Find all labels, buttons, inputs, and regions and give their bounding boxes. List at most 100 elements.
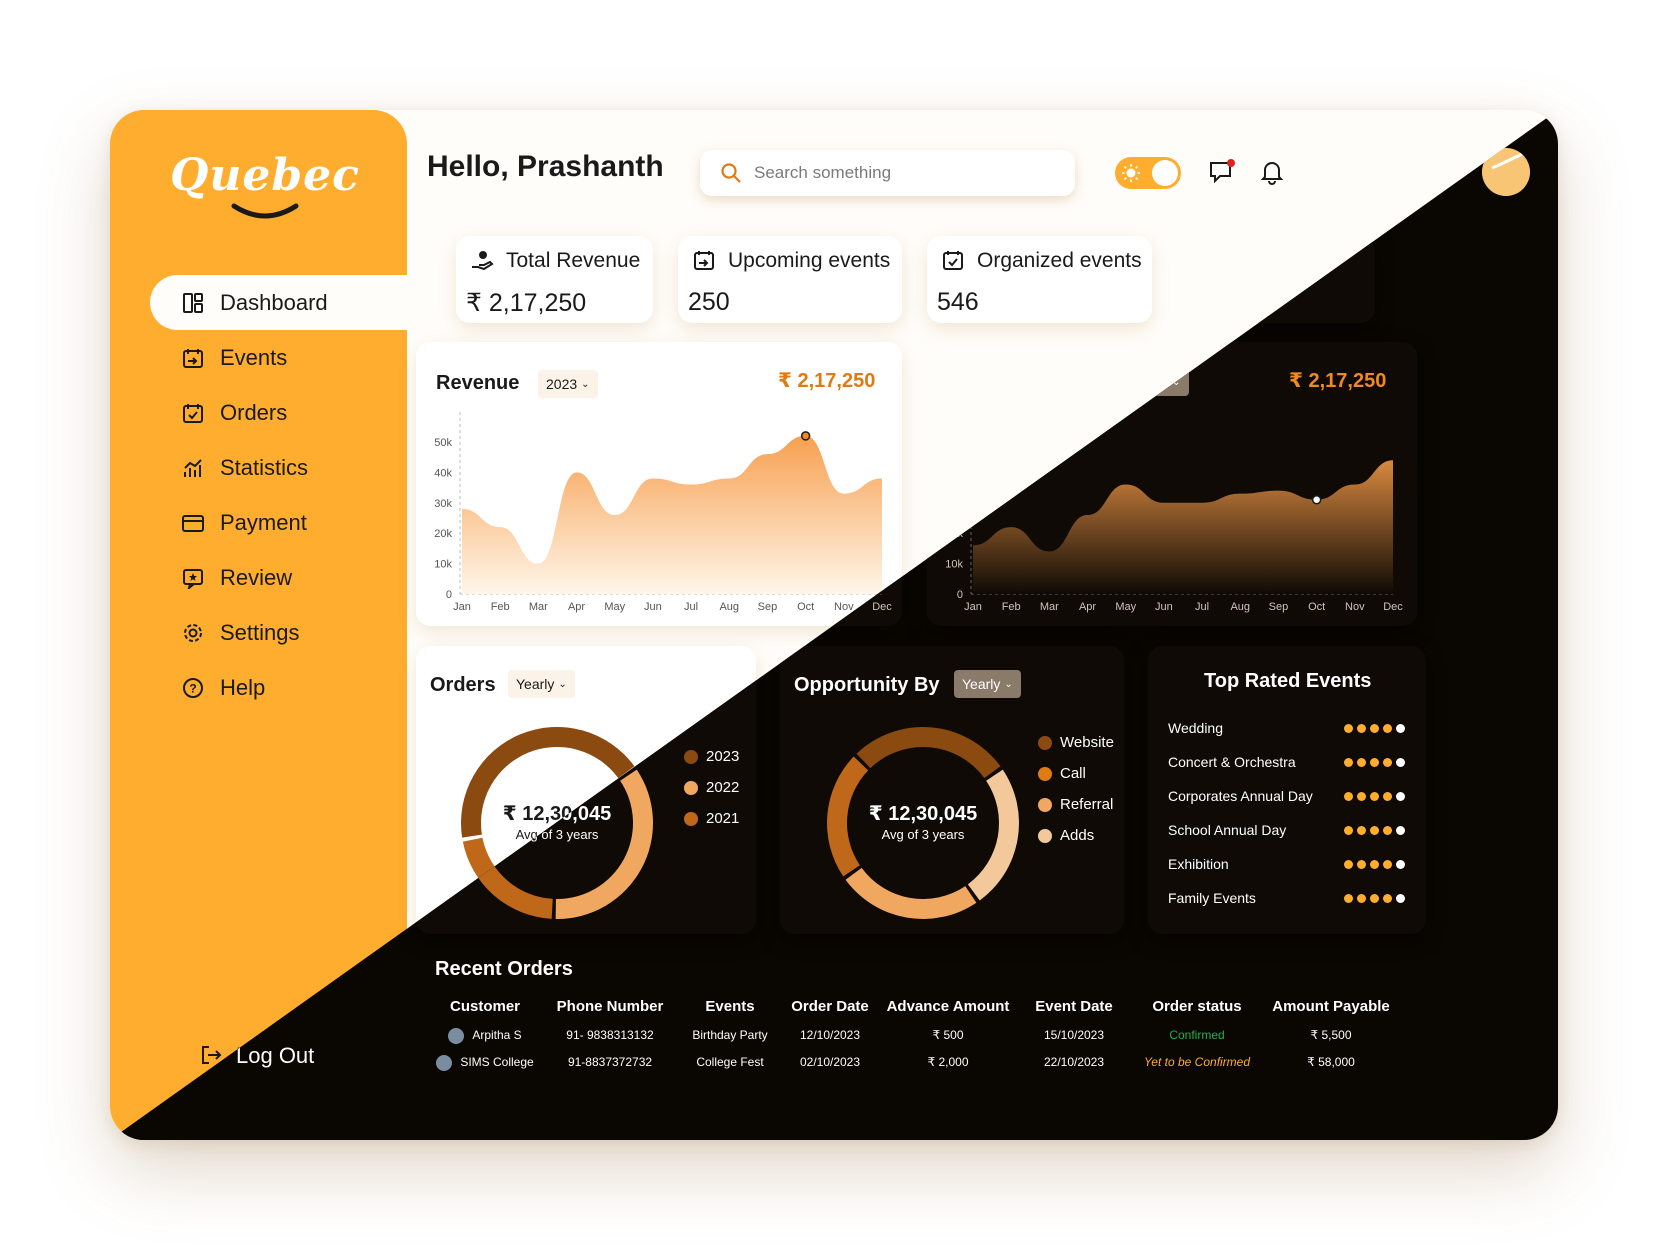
sidebar-item-label: Help: [220, 674, 266, 700]
sidebar-item-help[interactable]: ? Help: [150, 660, 407, 715]
opportunity-title: Opportunity By: [794, 674, 940, 696]
orders-period-dropdown[interactable]: Yearly ⌄: [508, 670, 575, 698]
opportunity-center-sub: Avg of 3 years: [881, 827, 965, 842]
rating-dot: [1370, 894, 1379, 903]
sidebar-item-review[interactable]: Review: [150, 550, 407, 605]
table-cell: 22/10/2023: [1043, 1055, 1105, 1069]
brand-logo[interactable]: Quebec: [170, 150, 360, 220]
sun-icon: [1122, 164, 1140, 182]
page-title: Hello, Prashanth: [427, 150, 664, 183]
stat-title: Upcoming events: [728, 249, 891, 272]
table-cell: 12/10/2023: [799, 1028, 861, 1042]
dashboard-icon: [180, 290, 206, 316]
x-tick-label: Dec: [872, 601, 892, 613]
stat-title: Organized events: [977, 249, 1142, 272]
donut-segment: [827, 756, 869, 877]
calendar-check-icon: [941, 248, 967, 274]
chevron-down-icon: ⌄: [581, 378, 590, 390]
events-total: ₹ 2,17,250: [1289, 370, 1387, 392]
x-tick-label: Sep: [1269, 601, 1289, 613]
x-tick-label: Apr: [1079, 601, 1096, 613]
legend-label: 2022: [706, 779, 740, 796]
column-header[interactable]: Phone Number: [556, 998, 664, 1015]
sidebar-item-statistics[interactable]: Statistics: [150, 440, 407, 495]
stat-card-organized-events[interactable]: Organized events 546: [927, 236, 1152, 323]
payment-icon: [180, 510, 206, 536]
legend-label: Adds: [1060, 827, 1095, 844]
calendar-arrow-icon: [692, 248, 718, 274]
sidebar-nav: Dashboard Events Orders Statistics Payme…: [150, 275, 407, 715]
table-cell: Confirmed: [1169, 1028, 1225, 1042]
theme-toggle[interactable]: [1115, 157, 1181, 189]
orders-icon: [180, 400, 206, 426]
sidebar-item-events[interactable]: Events: [150, 330, 407, 385]
column-header[interactable]: Order status: [1152, 998, 1242, 1015]
top-rated-title: Top Rated Events: [1204, 670, 1372, 692]
chevron-down-icon: ⌄: [1004, 678, 1013, 690]
table-cell: ₹ 58,000: [1307, 1055, 1355, 1069]
column-header[interactable]: Order Date: [791, 998, 869, 1015]
sidebar-item-label: Statistics: [220, 454, 309, 480]
sidebar-item-label: Review: [220, 564, 293, 590]
revenue-year-dropdown[interactable]: 2023 ⌄: [538, 370, 598, 398]
orders-title: Orders: [430, 674, 496, 696]
logout-icon: [200, 1044, 224, 1068]
dropdown-value: Yearly: [516, 676, 555, 692]
table-cell: ₹ 5,500: [1310, 1028, 1352, 1042]
column-header[interactable]: Event Date: [1035, 998, 1113, 1015]
x-tick-label: Feb: [491, 601, 510, 613]
events-icon: [180, 345, 206, 371]
logo-text: Quebec: [170, 150, 360, 201]
legend-dot: [684, 780, 698, 795]
stat-card-upcoming-events[interactable]: Upcoming events 250: [678, 236, 902, 323]
sidebar-item-payment[interactable]: Payment: [150, 495, 407, 550]
y-tick-label: 10k: [945, 559, 963, 571]
avatar[interactable]: [1482, 148, 1530, 196]
y-tick-label: 10k: [434, 559, 452, 571]
column-header[interactable]: Customer: [449, 998, 520, 1015]
stat-card-total-revenue[interactable]: Total Revenue ₹ 2,17,250: [456, 236, 653, 323]
donut-segment: [555, 769, 653, 919]
y-tick-label: 30k: [434, 498, 452, 510]
rating-dot: [1396, 724, 1405, 733]
highlight-point[interactable]: [1311, 495, 1322, 505]
top-rated-event-name: Concert & Orchestra: [1168, 754, 1296, 770]
logout-label: Log Out: [236, 1043, 315, 1068]
highlight-point[interactable]: [800, 431, 811, 441]
table-cell: Arpitha S: [430, 1028, 540, 1044]
rating-stars: [1344, 724, 1405, 733]
revenue-chart: 0 10k 20k 30k 40k 50k Jan Feb Mar Apr May Jun Jul Aug…: [434, 412, 892, 613]
x-tick-label: Jan: [453, 601, 471, 613]
search-input[interactable]: Search something: [700, 150, 1075, 196]
x-tick-label: Mar: [1040, 601, 1059, 613]
smile-icon: [231, 203, 299, 219]
rating-dot: [1370, 860, 1379, 869]
gear-icon: [180, 620, 206, 646]
rating-dot: [1357, 826, 1366, 835]
rating-dot: [1396, 860, 1405, 869]
sidebar-item-label: Events: [220, 344, 288, 370]
sidebar-item-orders[interactable]: Orders: [150, 385, 407, 440]
legend-label: Call: [1060, 765, 1086, 782]
recent-orders-title: Recent Orders: [435, 958, 573, 980]
column-header[interactable]: Events: [705, 998, 755, 1015]
column-header[interactable]: Advance Amount: [886, 998, 1010, 1015]
rating-dot: [1396, 826, 1405, 835]
rating-stars: [1344, 826, 1405, 835]
bell-icon[interactable]: [1258, 158, 1286, 186]
revenue-panel: Revenue 2023 ⌄ ₹ 2,17,250 0 10k 20k 30k 40k 50…: [416, 342, 902, 626]
x-tick-label: Jun: [1155, 601, 1173, 613]
sidebar-item-settings[interactable]: Settings: [150, 605, 407, 660]
review-icon: [180, 565, 206, 591]
table-cell: College Fest: [696, 1055, 764, 1069]
stat-title: Total Revenue: [506, 249, 641, 272]
sidebar-item-dashboard[interactable]: Dashboard: [150, 275, 407, 330]
table-cell: 91-8837372732: [567, 1055, 653, 1069]
rating-dot: [1396, 758, 1405, 767]
opportunity-period-dropdown[interactable]: Yearly ⌄: [954, 670, 1021, 698]
rating-dot: [1344, 724, 1353, 733]
column-header[interactable]: Amount Payable: [1272, 998, 1390, 1015]
chat-icon[interactable]: [1208, 158, 1236, 186]
rating-dot: [1383, 860, 1392, 869]
x-tick-label: May: [604, 601, 625, 613]
